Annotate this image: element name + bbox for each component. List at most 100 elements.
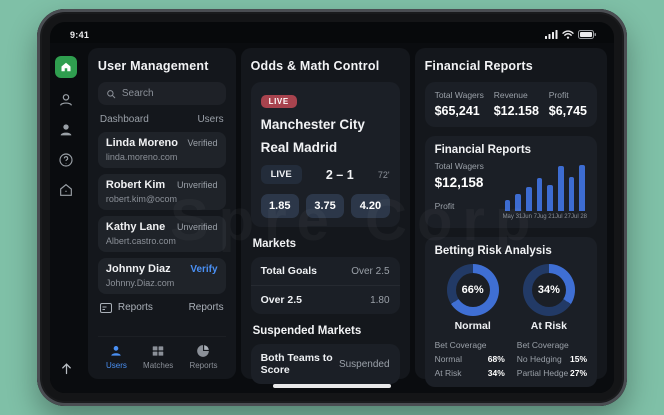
search-icon bbox=[106, 89, 116, 99]
stat-value: $6,745 bbox=[548, 104, 587, 118]
x-tick-label: 7 bbox=[567, 214, 571, 220]
tab-users[interactable]: Users bbox=[106, 344, 127, 370]
report-sublabel: Profit bbox=[434, 201, 455, 211]
odds-chip-home[interactable]: 1.85 bbox=[260, 194, 299, 218]
risk-analysis-card: Betting Risk Analysis 66% Normal 34% bbox=[424, 237, 597, 387]
market-name: Total Goals bbox=[260, 265, 317, 277]
coverage-label: Normal bbox=[434, 354, 462, 364]
stat-revenue: Revenue $12.158 bbox=[494, 90, 539, 118]
status-bar: 9:41 bbox=[50, 22, 614, 43]
report-card-icon bbox=[99, 302, 112, 313]
market-value: 1.80 bbox=[370, 294, 390, 306]
user-name: Kathy Lane bbox=[105, 221, 166, 233]
donut-caption: Normal bbox=[454, 320, 491, 332]
tab-reports[interactable]: Reports bbox=[189, 344, 217, 370]
odds-chip-away[interactable]: 4.20 bbox=[351, 194, 390, 218]
score: 2 – 1 bbox=[325, 167, 354, 182]
x-tick-label: Jun 7 bbox=[522, 214, 537, 220]
user-email: Albert.castro.com bbox=[105, 236, 176, 246]
match-card[interactable]: LIVE Manchester City Real Madrid LIVE 2 … bbox=[250, 82, 400, 227]
bar bbox=[579, 164, 586, 211]
verify-link[interactable]: Verify bbox=[190, 263, 218, 275]
grid-icon bbox=[151, 344, 165, 358]
user-status: Verified bbox=[187, 138, 218, 148]
user-email: linda.moreno.com bbox=[105, 152, 178, 162]
coverage-heading: Bet Coverage bbox=[516, 340, 569, 350]
screen: 9:41 bbox=[50, 22, 614, 393]
wagers-chart: May 31 Jun 7 Jug 21 Jul 2 7 Jul 28 bbox=[503, 161, 587, 220]
tab-matches[interactable]: Matches bbox=[143, 344, 173, 370]
risk-heading: Betting Risk Analysis bbox=[434, 245, 552, 257]
donut-gauge: 66% bbox=[446, 264, 499, 316]
bar bbox=[504, 199, 511, 211]
donut-percent: 66% bbox=[461, 284, 484, 296]
odds-panel: Odds & Math Control LIVE Manchester City… bbox=[240, 48, 410, 384]
user-email: robert.kim@ocom bbox=[105, 194, 178, 204]
coverage-heading: Bet Coverage bbox=[434, 340, 487, 350]
user-row[interactable]: Linda Moreno Verified linda.moreno.com bbox=[97, 132, 226, 168]
coverage-label: At Risk bbox=[434, 368, 462, 378]
home-outline-icon[interactable] bbox=[58, 181, 75, 198]
odds-chip-draw[interactable]: 3.75 bbox=[305, 194, 345, 218]
bar bbox=[558, 165, 564, 211]
stat-value: $12.158 bbox=[493, 104, 539, 118]
financial-summary-card: Total Wagers $65,241 Revenue $12.158 Pro… bbox=[424, 82, 597, 127]
markets-heading: Markets bbox=[252, 238, 297, 250]
donut-at-risk: 34% At Risk bbox=[522, 264, 575, 332]
live-chip: LIVE bbox=[260, 165, 302, 184]
status-icons bbox=[545, 30, 596, 39]
stat-total-wagers: Total Wagers $65,241 bbox=[435, 90, 484, 118]
x-tick-label: Jul 2 bbox=[554, 214, 568, 220]
coverage-normal: Bet Coverage Normal 68% At Risk 34% bbox=[435, 340, 505, 378]
market-row[interactable]: Total Goals Over 2.5 bbox=[251, 257, 400, 285]
market-row[interactable]: Over 2.5 1.80 bbox=[250, 285, 400, 314]
user-name: Linda Moreno bbox=[105, 137, 178, 149]
help-icon[interactable] bbox=[58, 151, 75, 168]
report-label: Total Wagers bbox=[434, 161, 484, 171]
pie-chart-icon bbox=[196, 344, 210, 358]
list-header-left[interactable]: Dashboard bbox=[99, 114, 149, 125]
user-row[interactable]: Johnny Diaz Verify Johnny.Diaz.com bbox=[97, 258, 226, 294]
financial-panel: Financial Reports Total Wagers $65,241 R… bbox=[414, 48, 607, 387]
search-placeholder: Search bbox=[121, 88, 154, 99]
stat-value: $65,241 bbox=[434, 104, 480, 118]
user-email: Johnny.Diaz.com bbox=[105, 278, 175, 288]
odds-row: 1.85 3.75 4.20 bbox=[260, 194, 390, 218]
list-header-right[interactable]: Users bbox=[197, 114, 224, 125]
coverage-at-risk: Bet Coverage No Hedging 15% Partial Hedge… bbox=[517, 340, 587, 378]
tablet-device: 9:41 bbox=[37, 9, 627, 406]
tab-label: Reports bbox=[189, 361, 218, 370]
wifi-icon bbox=[562, 30, 574, 39]
user-row[interactable]: Kathy Lane Unverified Albert.castro.com bbox=[97, 216, 226, 252]
market-name: Over 2.5 bbox=[260, 294, 303, 306]
user-add-icon[interactable] bbox=[58, 91, 75, 108]
bar bbox=[568, 176, 575, 211]
battery-icon bbox=[578, 30, 596, 39]
donut-caption: At Risk bbox=[530, 320, 567, 332]
x-tick-label: Jug 21 bbox=[536, 214, 555, 220]
market-status: Suspended bbox=[338, 358, 390, 370]
bar bbox=[547, 184, 553, 211]
bottom-tab-bar: Users Matches Reports bbox=[97, 336, 226, 370]
bar bbox=[515, 193, 521, 211]
donut-gauge: 34% bbox=[522, 264, 575, 316]
wagers-bar-chart bbox=[503, 161, 587, 211]
home-indicator[interactable] bbox=[273, 384, 391, 388]
bar bbox=[536, 178, 543, 211]
tab-label: Matches bbox=[143, 361, 174, 370]
user-icon[interactable] bbox=[58, 121, 75, 138]
tab-label: Users bbox=[105, 361, 127, 370]
bar bbox=[525, 187, 532, 211]
coverage-value: 34% bbox=[487, 368, 505, 378]
reports-right-label: Reports bbox=[188, 302, 224, 313]
list-header: Dashboard Users bbox=[100, 114, 224, 125]
reports-row[interactable]: Reports Reports bbox=[99, 302, 224, 313]
user-row[interactable]: Robert Kim Unverified robert.kim@ocom bbox=[97, 174, 226, 210]
search-input[interactable]: Search bbox=[97, 82, 226, 105]
suspended-market-row[interactable]: Both Teams to Score Suspended bbox=[251, 344, 400, 384]
home-team: Manchester City bbox=[260, 117, 365, 132]
arrow-up-icon[interactable] bbox=[58, 362, 75, 379]
home-icon[interactable] bbox=[55, 56, 78, 78]
status-time: 9:41 bbox=[70, 29, 90, 40]
user-icon bbox=[109, 344, 123, 358]
